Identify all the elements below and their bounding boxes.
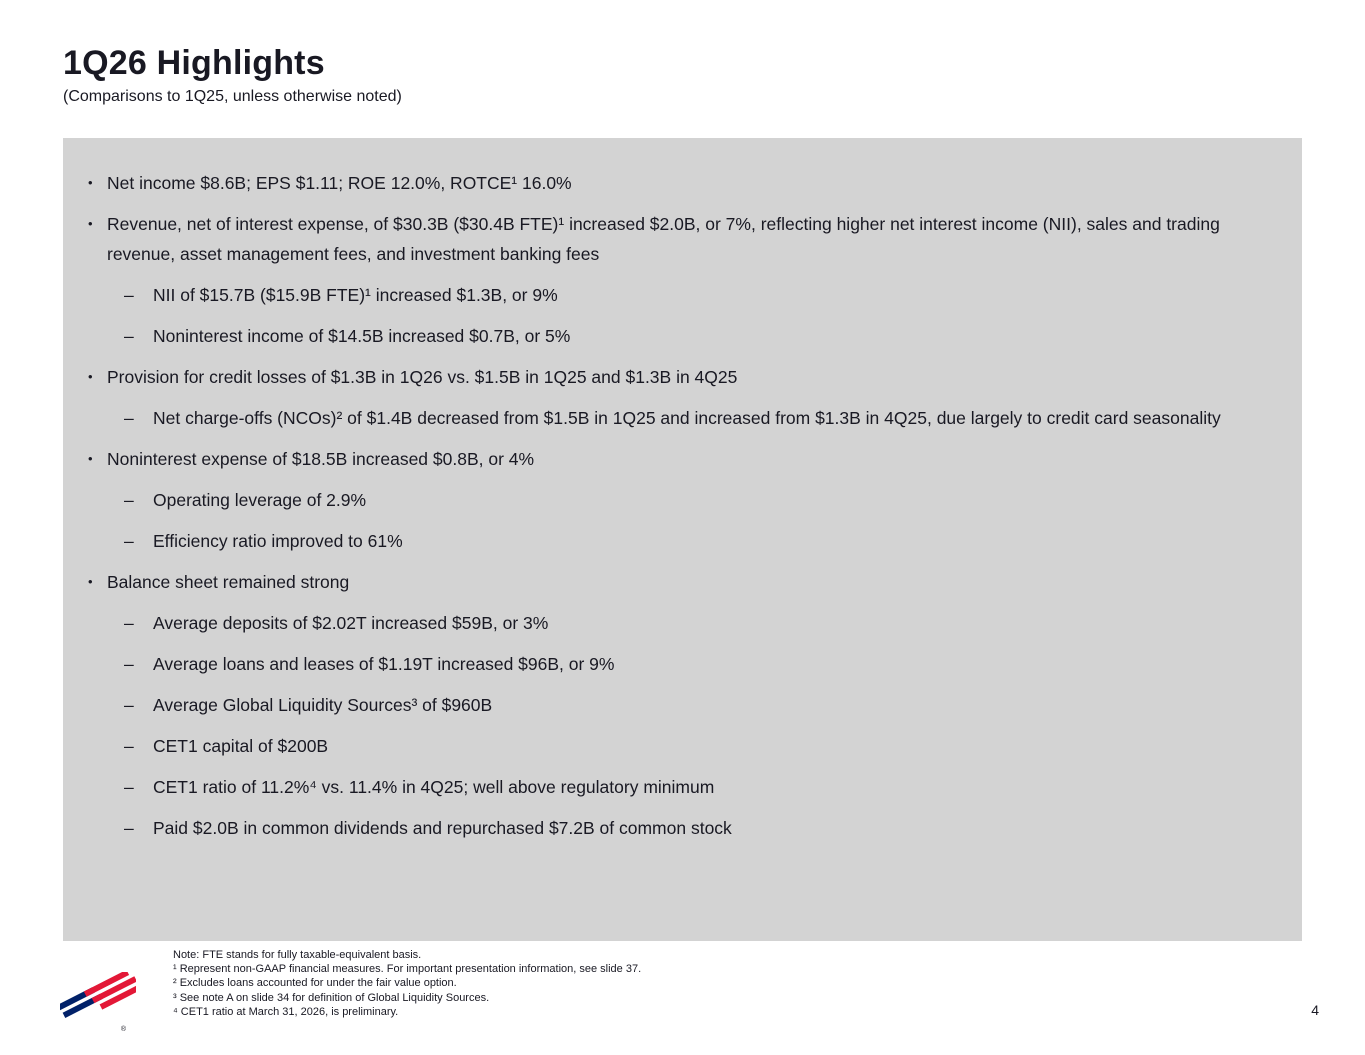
list-item-text: Paid $2.0B in common dividends and repur… (153, 818, 732, 838)
list-item: – Average deposits of $2.02T increased $5… (124, 608, 1280, 638)
list-item: – Average Global Liquidity Sources³ of $9… (124, 690, 1280, 720)
highlights-box: • Net income $8.6B; EPS $1.11; ROE 12.0%,… (63, 138, 1302, 941)
list-item: • Net income $8.6B; EPS $1.11; ROE 12.0%,… (88, 168, 1280, 198)
bank-of-america-logo: ® (60, 972, 136, 1033)
list-item: • Balance sheet remained strong (88, 567, 1280, 597)
dash-marker: – (124, 285, 134, 305)
list-item-text: Balance sheet remained strong (107, 572, 350, 592)
footnote-line: ⁴ CET1 ratio at March 31, 2026, is preli… (173, 1005, 399, 1018)
list-item: – Operating leverage of 2.9% (124, 485, 1280, 515)
list-item: – NII of $15.7B ($15.9B FTE)¹ increased $… (124, 280, 1280, 310)
list-item: – Efficiency ratio improved to 61% (124, 526, 1280, 556)
list-item-text: Provision for credit losses of $1.3B in … (107, 367, 738, 387)
bullet-marker: • (88, 451, 93, 466)
list-item: • Revenue, net of interest expense, of $3… (88, 209, 1280, 269)
list-item: – CET1 capital of $200B (124, 731, 1280, 761)
page-subtitle: (Comparisons to 1Q25, unless otherwise n… (63, 88, 402, 105)
list-item-text: Operating leverage of 2.9% (153, 490, 367, 510)
footnote-line: ² Excludes loans accounted for under the… (173, 977, 457, 990)
dash-marker: – (124, 654, 134, 674)
dash-marker: – (124, 695, 134, 715)
list-item-text: Average Global Liquidity Sources³ of $96… (153, 695, 493, 715)
footnote-line: ¹ Represent non-GAAP financial measures.… (173, 963, 642, 976)
dash-marker: – (124, 736, 134, 756)
dash-marker: – (124, 818, 134, 838)
list-item: • Provision for credit losses of $1.3B in… (88, 362, 1280, 392)
list-item: – Paid $2.0B in common dividends and repu… (124, 813, 1280, 843)
list-item: – Average loans and leases of $1.19T incr… (124, 649, 1280, 679)
page-number: 4 (1311, 1002, 1319, 1018)
list-item-text: CET1 ratio of 11.2%⁴ vs. 11.4% in 4Q25; … (153, 777, 715, 797)
flag-icon (60, 972, 136, 1018)
list-item: • Noninterest expense of $18.5B increased… (88, 444, 1280, 474)
footnote-line: Note: FTE stands for fully taxable-equiv… (173, 949, 422, 961)
list-item-text: Average loans and leases of $1.19T incre… (153, 654, 615, 674)
dash-marker: – (124, 613, 134, 633)
list-item-text: Noninterest expense of $18.5B increased … (107, 449, 535, 469)
footnotes: Note: FTE stands for fully taxable-equiv… (173, 948, 641, 1019)
list-item: – Net charge-offs (NCOs)² of $1.4B decrea… (124, 403, 1280, 433)
list-item-text: Net charge-offs (NCOs)² of $1.4B decreas… (153, 408, 1221, 428)
list-item-text: CET1 capital of $200B (153, 736, 329, 756)
registered-mark: ® (120, 1026, 126, 1033)
list-item-text: NII of $15.7B ($15.9B FTE)¹ increased $1… (153, 285, 558, 305)
slide-header: 1Q26 Highlights (Comparisons to 1Q25, un… (63, 44, 402, 106)
dash-marker: – (124, 777, 134, 797)
footnote-line: ³ See note A on slide 34 for definition … (173, 991, 490, 1004)
dash-marker: – (124, 531, 134, 551)
list-item-text: Net income $8.6B; EPS $1.11; ROE 12.0%, … (107, 173, 572, 193)
list-item: – CET1 ratio of 11.2%⁴ vs. 11.4% in 4Q25;… (124, 772, 1280, 802)
bullet-marker: • (88, 175, 93, 190)
bullet-marker: • (88, 216, 93, 231)
bullet-marker: • (88, 574, 93, 589)
dash-marker: – (124, 408, 134, 428)
bullet-marker: • (88, 369, 93, 384)
list-item-text: Efficiency ratio improved to 61% (153, 531, 403, 551)
dash-marker: – (124, 326, 134, 346)
list-item: – Noninterest income of $14.5B increased … (124, 321, 1280, 351)
list-item-text: Noninterest income of $14.5B increased $… (153, 326, 571, 346)
page-title: 1Q26 Highlights (63, 44, 325, 82)
list-item-text: Average deposits of $2.02T increased $59… (153, 613, 549, 633)
list-item-text: Revenue, net of interest expense, of $30… (107, 214, 1220, 264)
highlights-list: • Net income $8.6B; EPS $1.11; ROE 12.0%,… (88, 168, 1280, 843)
dash-marker: – (124, 490, 134, 510)
